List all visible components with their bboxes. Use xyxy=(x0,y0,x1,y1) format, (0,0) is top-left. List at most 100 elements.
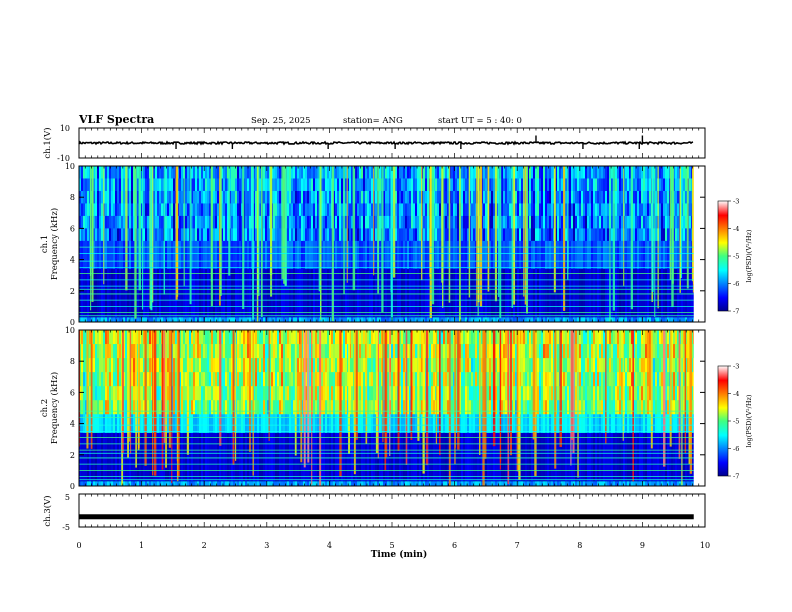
spec1-cell xyxy=(517,178,519,192)
spec1-cell xyxy=(145,178,147,192)
spec1-cell xyxy=(443,166,445,179)
spec1-sferic xyxy=(228,166,231,276)
spec2-cell xyxy=(505,344,507,359)
spec2-cell xyxy=(291,432,293,482)
spec2-cell xyxy=(141,344,143,359)
spec1-cell xyxy=(255,317,257,322)
spec2-cell xyxy=(245,432,247,482)
spec2-cell xyxy=(195,481,197,486)
spec1-cell xyxy=(531,178,533,192)
spec2-cell xyxy=(363,344,365,359)
spec1-cell xyxy=(317,268,319,318)
spec2-cell xyxy=(141,358,143,373)
spec1-cell xyxy=(259,268,261,318)
spec1-cell xyxy=(233,190,235,204)
spec2-cell xyxy=(411,432,413,482)
spec2-cell xyxy=(371,481,373,486)
spec2-cell xyxy=(227,372,229,387)
spec2-cell xyxy=(389,432,391,482)
spec2-cell xyxy=(407,344,409,359)
spec2-cell xyxy=(357,481,359,486)
spec1-cell xyxy=(689,268,691,318)
spec2-cell xyxy=(421,400,423,415)
spec1-cell xyxy=(405,317,407,322)
spec2-cell xyxy=(383,358,385,373)
spec1-cell xyxy=(277,228,279,242)
spec1-cell xyxy=(209,166,211,179)
spec2-cell xyxy=(97,372,99,387)
spec1-sferic xyxy=(487,166,490,292)
spec2-cell xyxy=(455,400,457,415)
spec1-sferic xyxy=(257,166,260,296)
spec1-cell xyxy=(81,166,83,179)
spec2-cell xyxy=(109,400,111,415)
spec2-cell xyxy=(511,358,513,373)
spec2-cell xyxy=(371,386,373,401)
spec1-cell xyxy=(359,178,361,192)
colorbar-tick-label: -4 xyxy=(733,225,739,233)
spec2-cell xyxy=(481,400,483,415)
spec2-cell xyxy=(379,481,381,486)
spec1-cell xyxy=(681,268,683,318)
spec1-cell xyxy=(615,190,617,204)
spec1-cell xyxy=(277,240,279,269)
spec2-cell xyxy=(347,432,349,482)
spec2-cell xyxy=(399,372,401,387)
spec1-cell xyxy=(595,190,597,204)
spec1-cell xyxy=(111,240,113,269)
spec2-cell xyxy=(407,386,409,401)
spec2-cell xyxy=(443,414,445,433)
spec1-cell xyxy=(87,203,89,217)
spec1-cell xyxy=(685,203,687,217)
spec1-cell xyxy=(167,228,169,242)
spec1-sferic xyxy=(421,166,423,281)
spec2-cell xyxy=(259,372,261,387)
spec2-cell xyxy=(133,372,135,387)
spec1-cell xyxy=(221,190,223,204)
spec1-cell xyxy=(529,203,531,217)
spec2-cell xyxy=(223,330,225,345)
spec1-cell xyxy=(455,268,457,318)
spec1-cell xyxy=(145,228,147,242)
spec2-cell xyxy=(473,372,475,387)
spec1-cell xyxy=(593,317,595,322)
spec2-cell xyxy=(211,372,213,387)
spec2-cell xyxy=(283,358,285,373)
spec1-cell xyxy=(123,178,125,192)
spec2-cell xyxy=(99,344,101,359)
spec1-cell xyxy=(295,190,297,204)
spec1-cell xyxy=(491,166,493,179)
spec1-cell xyxy=(107,203,109,217)
spec1-cell xyxy=(619,317,621,322)
spec2-cell xyxy=(345,481,347,486)
spec2-cell xyxy=(379,386,381,401)
spec1-cell xyxy=(583,268,585,318)
spec1-cell xyxy=(123,166,125,179)
spec1-cell xyxy=(83,240,85,269)
spec1-cell xyxy=(507,203,509,217)
spec2-cell xyxy=(115,481,117,486)
spec1-cell xyxy=(565,178,567,192)
spec1-cell xyxy=(131,215,133,229)
spec1-cell xyxy=(301,228,303,242)
spec1-cell xyxy=(407,240,409,269)
spec1-cell xyxy=(137,178,139,192)
spec1-cell xyxy=(509,215,511,229)
spec2-cell xyxy=(325,414,327,433)
spec1-cell xyxy=(387,215,389,229)
spec2-cell xyxy=(197,330,199,345)
spec1-cell xyxy=(287,268,289,318)
spec2-cell xyxy=(429,400,431,415)
spec2-cell xyxy=(201,414,203,433)
spec2-cell xyxy=(317,400,319,415)
spec2-cell xyxy=(217,386,219,401)
spec1-cell xyxy=(597,268,599,318)
spec2-cell xyxy=(113,400,115,415)
spec1-cell xyxy=(483,317,485,322)
spec1-sferic xyxy=(679,166,683,279)
spec2-cell xyxy=(99,432,101,482)
spec2-cell xyxy=(497,358,499,373)
spec1-cell xyxy=(389,178,391,192)
spec1-cell xyxy=(439,166,441,179)
spec1-cell xyxy=(289,190,291,204)
